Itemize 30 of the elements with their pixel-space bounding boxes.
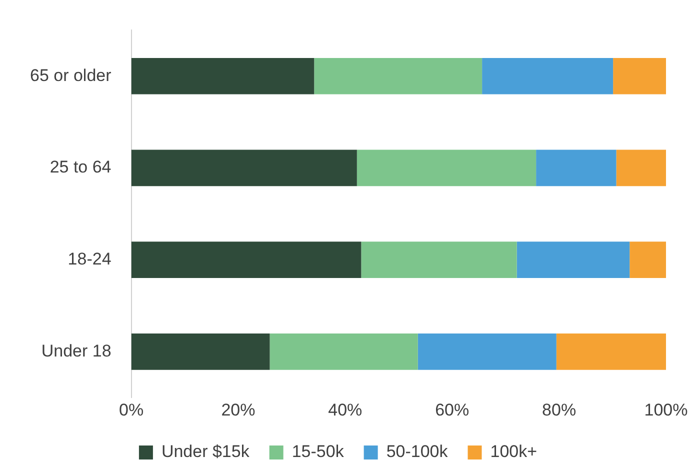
legend-label: Under $15k [161, 442, 250, 462]
bar [630, 242, 666, 278]
x-tick-label: 0% [118, 400, 144, 420]
y-tick-label: 18-24 [68, 250, 112, 269]
bar [270, 333, 418, 370]
bar [482, 58, 614, 94]
bar [613, 58, 666, 94]
bar [361, 242, 517, 278]
legend-label: 15-50k [292, 442, 344, 462]
x-tick-label: 40% [328, 400, 362, 420]
bar [356, 150, 536, 186]
bar [131, 333, 270, 370]
x-tick-label: 100% [644, 400, 688, 420]
y-tick-label: 65 or older [30, 66, 112, 85]
legend-label: 50-100k [386, 442, 448, 462]
y-tick-label: Under 18 [41, 341, 112, 360]
x-tick-label: 60% [435, 400, 470, 420]
x-tick-label: 20% [221, 400, 256, 420]
bar [616, 150, 666, 186]
x-tick-label: 80% [542, 400, 576, 420]
y-tick-label: 25 to 64 [50, 158, 112, 177]
bar [556, 333, 666, 370]
bar [516, 242, 630, 278]
bar [131, 58, 314, 94]
legend-label: 100k+ [490, 442, 538, 462]
bar [314, 58, 482, 94]
bar [418, 333, 556, 370]
bar [131, 150, 357, 186]
bar [131, 242, 362, 278]
bar [536, 150, 616, 186]
